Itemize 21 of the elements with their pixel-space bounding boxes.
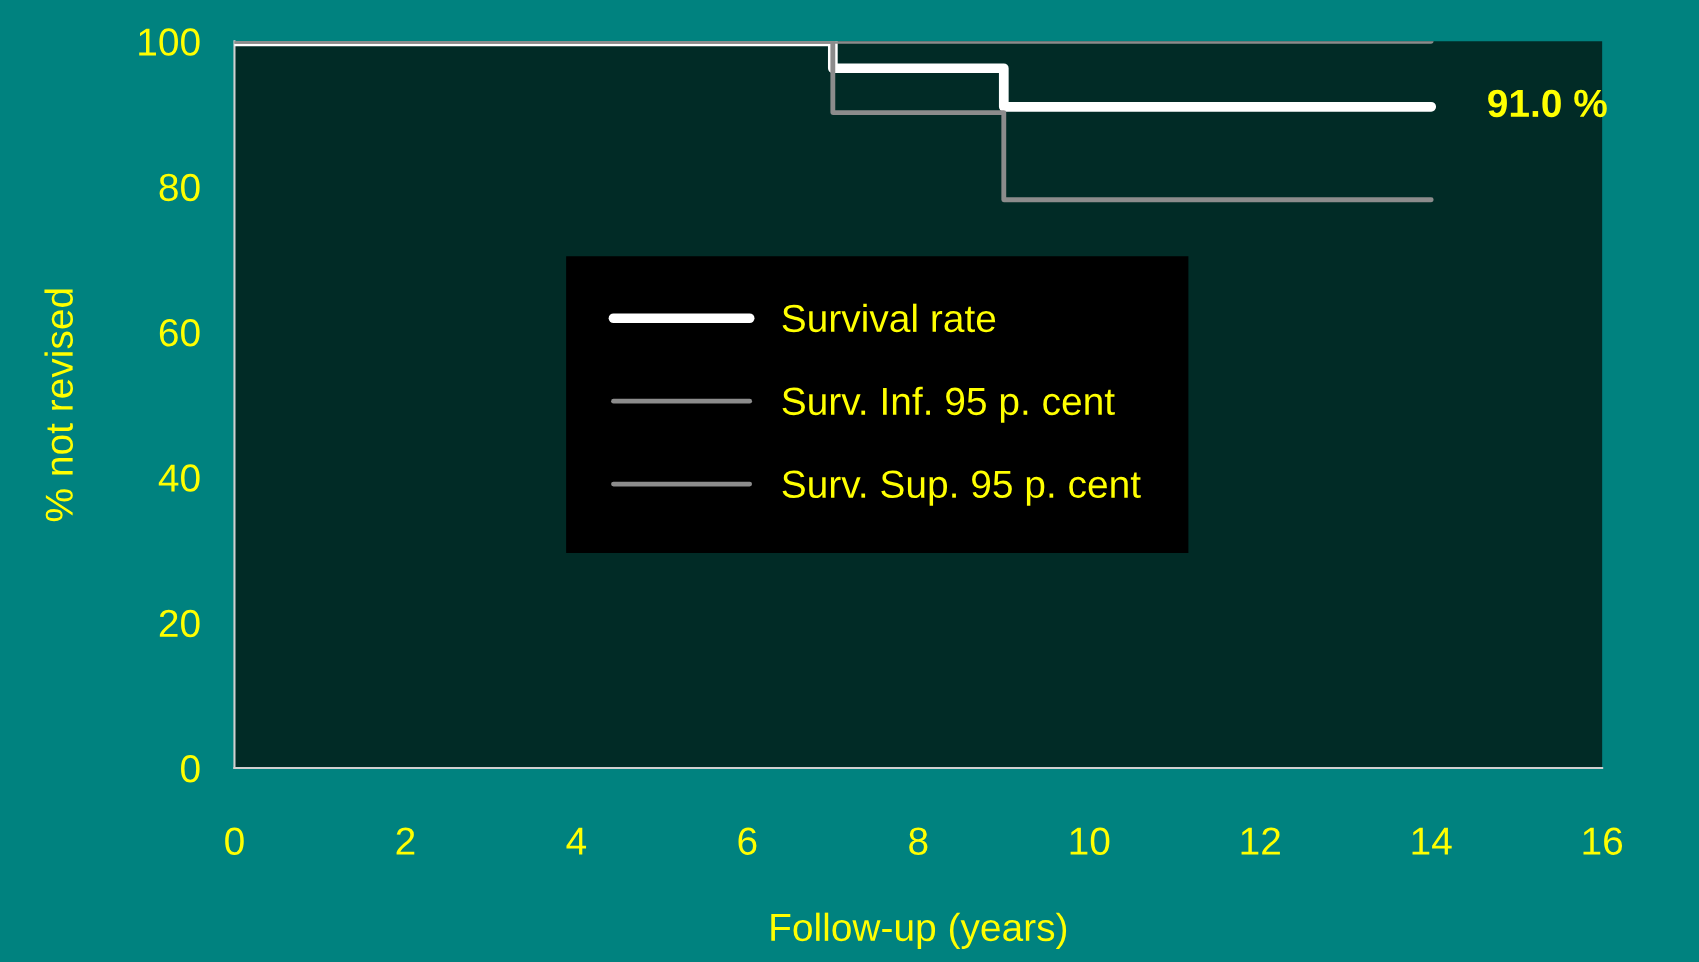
y-axis-title: % not revised [44,289,74,522]
legend-label: Surv. Inf. 95 p. cent [782,386,1115,423]
legend-label: Surv. Sup. 95 p. cent [782,470,1141,506]
x-tick-label: 0 [225,827,244,855]
x-tick-label: 6 [738,827,757,855]
x-tick-label: 2 [396,827,415,855]
x-tick-label: 10 [1070,827,1110,855]
y-tick-label: 60 [159,318,200,347]
x-axis-title: Follow-up (years) [771,912,1067,949]
y-tick-label: 100 [139,28,200,56]
legend-label: Survival rate [782,303,996,333]
x-tick-label: 4 [566,827,587,855]
y-tick-label: 20 [159,609,200,638]
x-tick-label: 14 [1412,827,1452,855]
x-tick-label: 16 [1583,827,1623,855]
y-tick-label: 40 [158,464,200,492]
annotation: 91.0 % [1488,89,1607,118]
x-tick-label: 12 [1241,827,1280,855]
y-tick-label: 80 [159,173,200,202]
y-tick-label: 0 [181,755,200,783]
x-tick-label: 8 [909,827,928,855]
